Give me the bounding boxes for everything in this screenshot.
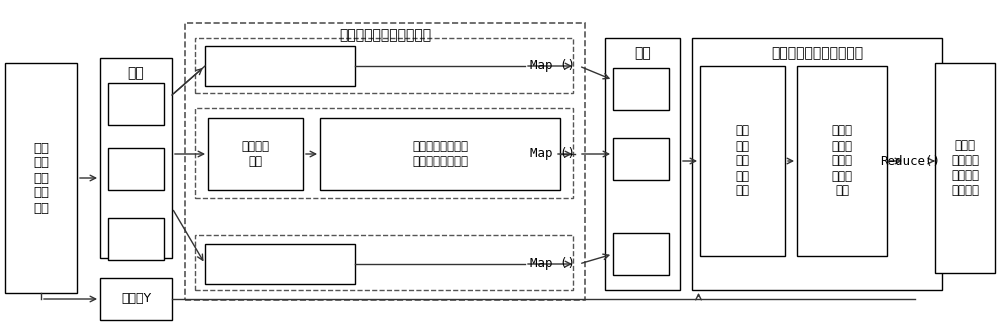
Bar <box>195 235 573 290</box>
Bar <box>100 278 172 320</box>
Bar <box>108 83 164 125</box>
Bar <box>195 108 573 198</box>
Text: 选出大
于总体
差异性
值基分
类器: 选出大 于总体 差异性 值基分 类器 <box>832 125 852 197</box>
Bar <box>613 233 669 275</box>
Bar <box>692 38 942 290</box>
Text: 分解: 分解 <box>128 66 144 80</box>
Bar <box>185 23 585 300</box>
Bar <box>195 38 573 93</box>
Bar <box>205 46 355 86</box>
Text: 测试集Y: 测试集Y <box>121 293 151 305</box>
Bar <box>935 63 995 273</box>
Text: 选出准确率大于给
定阈值的基分类器: 选出准确率大于给 定阈值的基分类器 <box>412 140 468 168</box>
Text: Map (): Map () <box>530 148 574 160</box>
Text: Map (): Map () <box>530 59 574 72</box>
Bar <box>320 118 560 190</box>
Bar <box>208 118 303 190</box>
Bar <box>108 148 164 190</box>
Text: 训练基分
类器: 训练基分 类器 <box>242 140 270 168</box>
Text: 集成预
测，多数
投票产生
分类结果: 集成预 测，多数 投票产生 分类结果 <box>951 139 979 197</box>
Bar <box>605 38 680 290</box>
Text: 合并: 合并 <box>634 46 651 60</box>
Bar <box>700 66 785 256</box>
Bar <box>5 63 77 293</box>
Text: 特征
选择
之后
的数
据集: 特征 选择 之后 的数 据集 <box>33 141 49 215</box>
Bar <box>797 66 887 256</box>
Bar <box>205 244 355 284</box>
Text: 选出差异性大的基分类器: 选出差异性大的基分类器 <box>771 46 863 60</box>
Bar <box>108 218 164 260</box>
Text: Map (): Map () <box>530 257 574 271</box>
Text: 计算
基分
类器
差异
性值: 计算 基分 类器 差异 性值 <box>736 125 750 197</box>
Bar <box>613 68 669 110</box>
Text: Reduce(): Reduce() <box>880 154 940 168</box>
Text: 选出准确率高的基分类器: 选出准确率高的基分类器 <box>339 28 431 42</box>
Bar <box>100 58 172 258</box>
Bar <box>613 138 669 180</box>
